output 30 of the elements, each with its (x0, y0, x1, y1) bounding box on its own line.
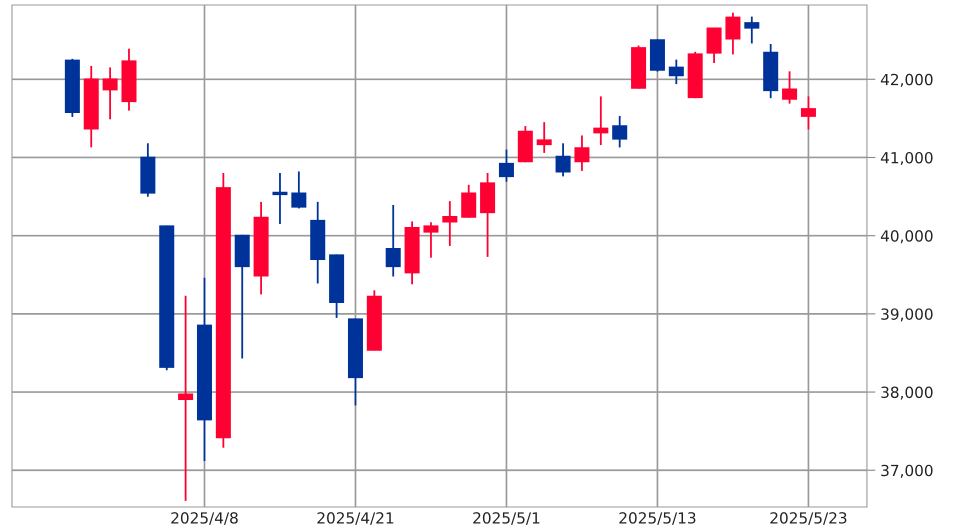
candlestick (574, 135, 590, 171)
candlestick (102, 67, 118, 120)
candlestick (386, 205, 401, 276)
x-tick-label: 2025/5/13 (619, 512, 696, 525)
candlestick (556, 143, 571, 176)
candlestick (800, 96, 816, 130)
y-tick-label: 38,000 (881, 386, 933, 400)
candlestick (612, 116, 628, 148)
candlestick (461, 184, 476, 218)
x-tick-label: 2025/5/1 (473, 512, 540, 525)
candlestick (536, 122, 552, 153)
x-tick-label: 2025/4/8 (171, 512, 238, 525)
candlestick (498, 150, 514, 182)
y-tick-label: 40,000 (880, 230, 933, 244)
y-tick-label: 39,000 (881, 308, 933, 322)
candlestick (782, 71, 798, 104)
y-tick-label: 41,000 (880, 152, 933, 166)
candlestick (593, 96, 608, 146)
x-tick-label: 2025/5/23 (770, 512, 846, 525)
candlestick (442, 201, 458, 246)
y-tick-label: 37,000 (881, 464, 933, 478)
candlestick (668, 60, 684, 84)
candlestick (725, 12, 740, 54)
candlestick (291, 171, 306, 208)
x-tick-label: 2025/4/21 (317, 512, 394, 525)
candlestick (423, 222, 438, 258)
y-tick-label: 42,000 (880, 74, 933, 87)
candlestick (178, 296, 194, 501)
candlestick (272, 172, 288, 224)
candlestick (744, 16, 760, 44)
